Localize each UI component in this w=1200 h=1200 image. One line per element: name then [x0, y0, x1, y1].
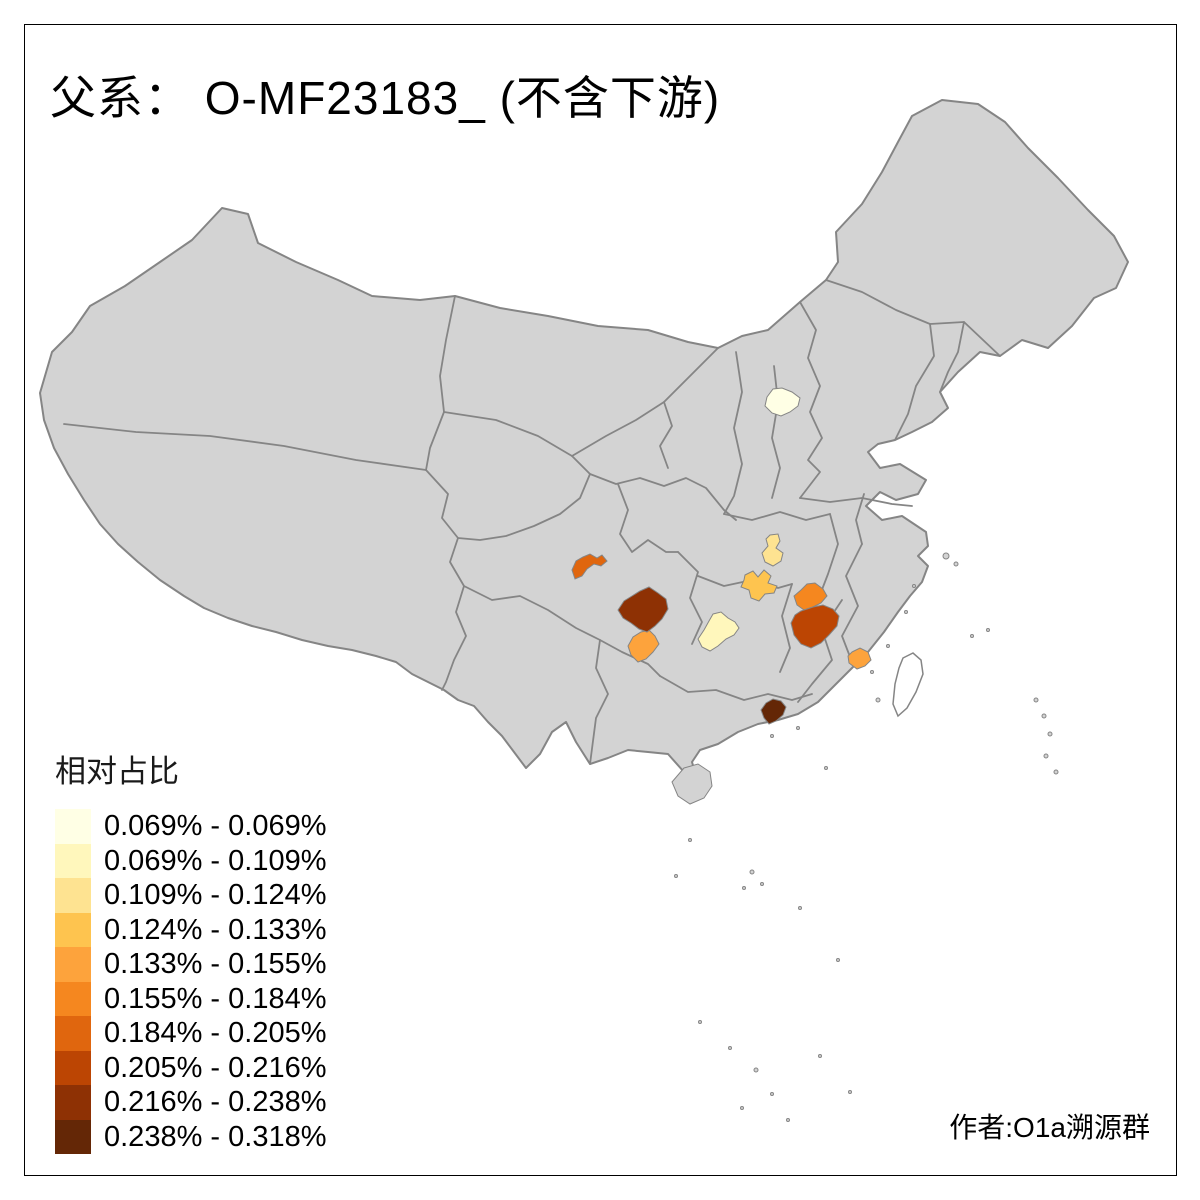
legend-label: 0.155% - 0.184%	[104, 982, 327, 1015]
legend-label: 0.069% - 0.109%	[104, 844, 327, 877]
legend-item: 0.155% - 0.184%	[55, 981, 327, 1016]
map-region-east-guizhou	[697, 611, 740, 652]
legend-item: 0.205% - 0.216%	[55, 1050, 327, 1085]
legend-swatch	[55, 947, 91, 982]
taiwan-outline	[892, 652, 924, 718]
legend-swatch	[55, 843, 91, 878]
map-region-north-hubei	[761, 533, 784, 567]
legend-label: 0.184% - 0.205%	[104, 1017, 327, 1049]
legend-item: 0.124% - 0.133%	[55, 912, 327, 947]
legend-label: 0.069% - 0.069%	[104, 810, 327, 842]
legend: 相对占比 0.069% - 0.069% 0.069% - 0.109% 0.109…	[55, 746, 326, 1154]
map-region-south-sichuan	[627, 629, 660, 663]
legend-label: 0.124% - 0.133%	[104, 913, 327, 946]
legend-label: 0.205% - 0.216%	[104, 1051, 327, 1084]
hainan-island	[671, 763, 713, 805]
legend-label: 0.238% - 0.318%	[104, 1120, 327, 1153]
map-region-central-jiangxi	[790, 604, 840, 649]
legend-item: 0.238% - 0.318%	[55, 1119, 327, 1154]
map-region-pearl-delta	[760, 698, 787, 725]
legend-swatch	[55, 809, 91, 844]
map-region-coastal-fujian	[847, 647, 872, 670]
plot-frame	[24, 24, 1177, 1176]
map-region-central-sichuan	[617, 586, 669, 633]
legend-swatch	[55, 1016, 91, 1051]
province-borders	[63, 279, 1001, 765]
map-region-hebei	[764, 387, 801, 417]
legend-swatch	[55, 1085, 91, 1120]
legend-rows: 0.069% - 0.069% 0.069% - 0.109% 0.109% - 0…	[55, 809, 326, 1154]
legend-swatch	[55, 981, 91, 1016]
sea-islands	[674, 552, 1059, 1122]
mainland-outline	[39, 99, 1129, 777]
highlighted-regions	[571, 387, 872, 725]
legend-label: 0.216% - 0.238%	[104, 1086, 327, 1118]
map-region-north-jiangxi	[793, 582, 828, 611]
legend-item: 0.133% - 0.155%	[55, 947, 326, 982]
legend-item: 0.069% - 0.109%	[55, 843, 327, 878]
page-title: 父系： O-MF23183_ (不含下游)	[50, 72, 721, 124]
legend-item: 0.216% - 0.238%	[55, 1085, 326, 1120]
map-region-jianghan	[740, 569, 778, 602]
legend-item: 0.184% - 0.205%	[55, 1016, 326, 1051]
legend-title: 相对占比	[55, 754, 179, 789]
legend-label: 0.133% - 0.155%	[104, 948, 327, 980]
legend-label: 0.109% - 0.124%	[104, 879, 327, 911]
legend-item: 0.109% - 0.124%	[55, 878, 326, 913]
legend-item: 0.069% - 0.069%	[55, 809, 326, 844]
map-region-west-sichuan	[571, 553, 608, 580]
legend-swatch	[55, 878, 91, 913]
attribution-text: 作者:O1a溯源群	[949, 1112, 1150, 1143]
legend-swatch	[55, 1119, 91, 1154]
legend-swatch	[55, 1050, 91, 1085]
legend-swatch	[55, 912, 91, 947]
